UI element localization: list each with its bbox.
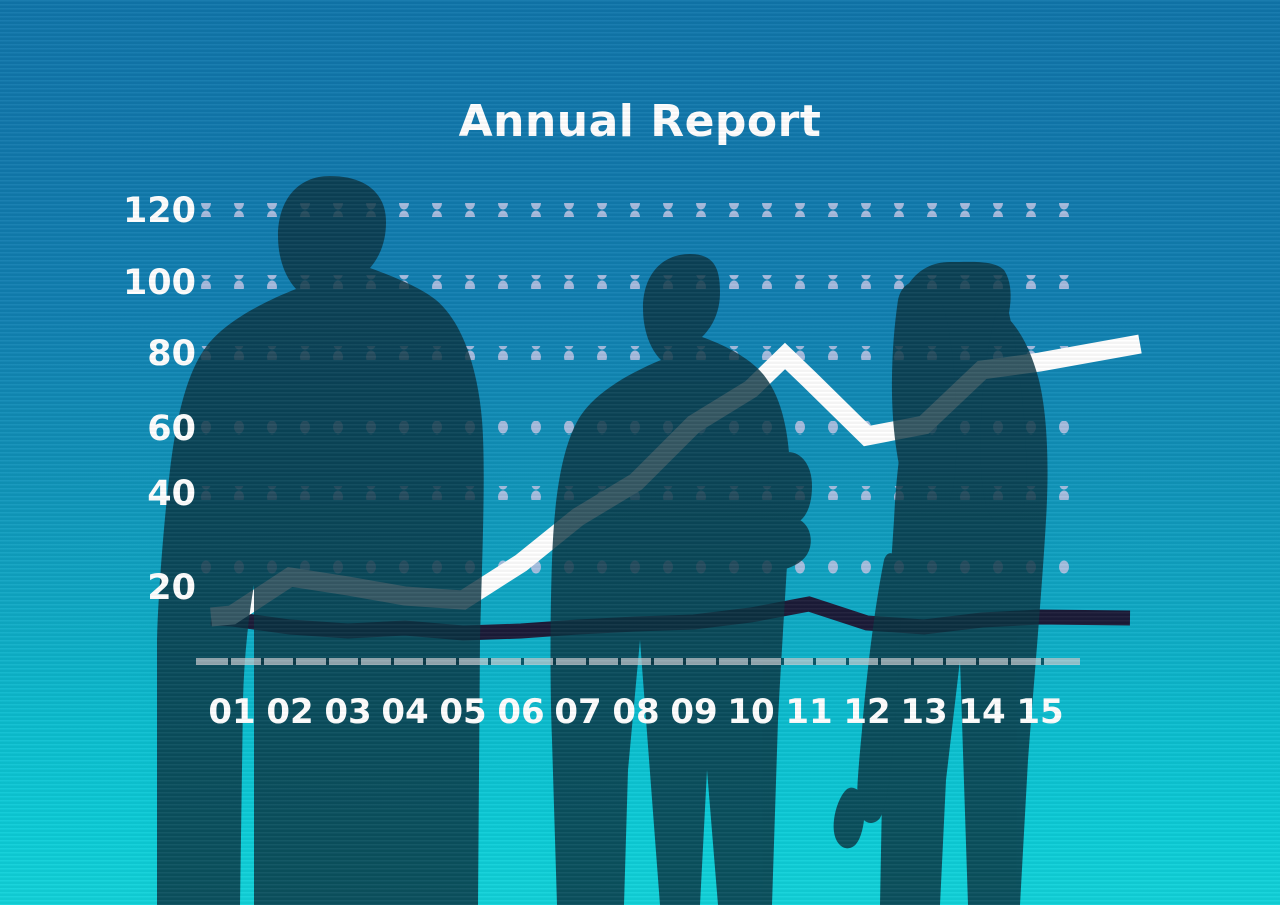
y-tick-label: 60 [147, 409, 196, 449]
x-axis-labels: 01 02 03 04 05 06 07 08 09 10 11 12 13 1… [208, 692, 1063, 732]
x-tick-label: 08 [612, 692, 659, 732]
x-tick-label: 14 [958, 692, 1005, 732]
x-tick-label: 02 [266, 692, 313, 732]
x-tick-label: 11 [785, 692, 832, 732]
x-tick-label: 12 [843, 692, 890, 732]
x-tick-label: 10 [727, 692, 774, 732]
y-tick-label: 40 [147, 474, 196, 514]
x-tick-label: 15 [1016, 692, 1063, 732]
silhouette-person-right [833, 261, 1048, 905]
x-tick-label: 06 [497, 692, 544, 732]
page-title: Annual Report [458, 96, 822, 147]
y-tick-label: 120 [123, 191, 196, 231]
x-axis-baseline [196, 658, 1080, 665]
y-tick-label: 100 [123, 263, 196, 303]
x-tick-label: 01 [208, 692, 255, 732]
y-axis-labels: 120 100 80 60 40 20 [123, 191, 196, 608]
x-tick-label: 09 [670, 692, 717, 732]
silhouette-person-center [550, 254, 812, 905]
x-tick-label: 04 [381, 692, 428, 732]
x-tick-label: 03 [324, 692, 371, 732]
silhouette-person-left [157, 176, 484, 905]
y-tick-label: 80 [147, 334, 196, 374]
x-tick-label: 05 [439, 692, 486, 732]
x-tick-label: 13 [900, 692, 947, 732]
x-tick-label: 07 [554, 692, 601, 732]
y-tick-label: 20 [147, 568, 196, 608]
